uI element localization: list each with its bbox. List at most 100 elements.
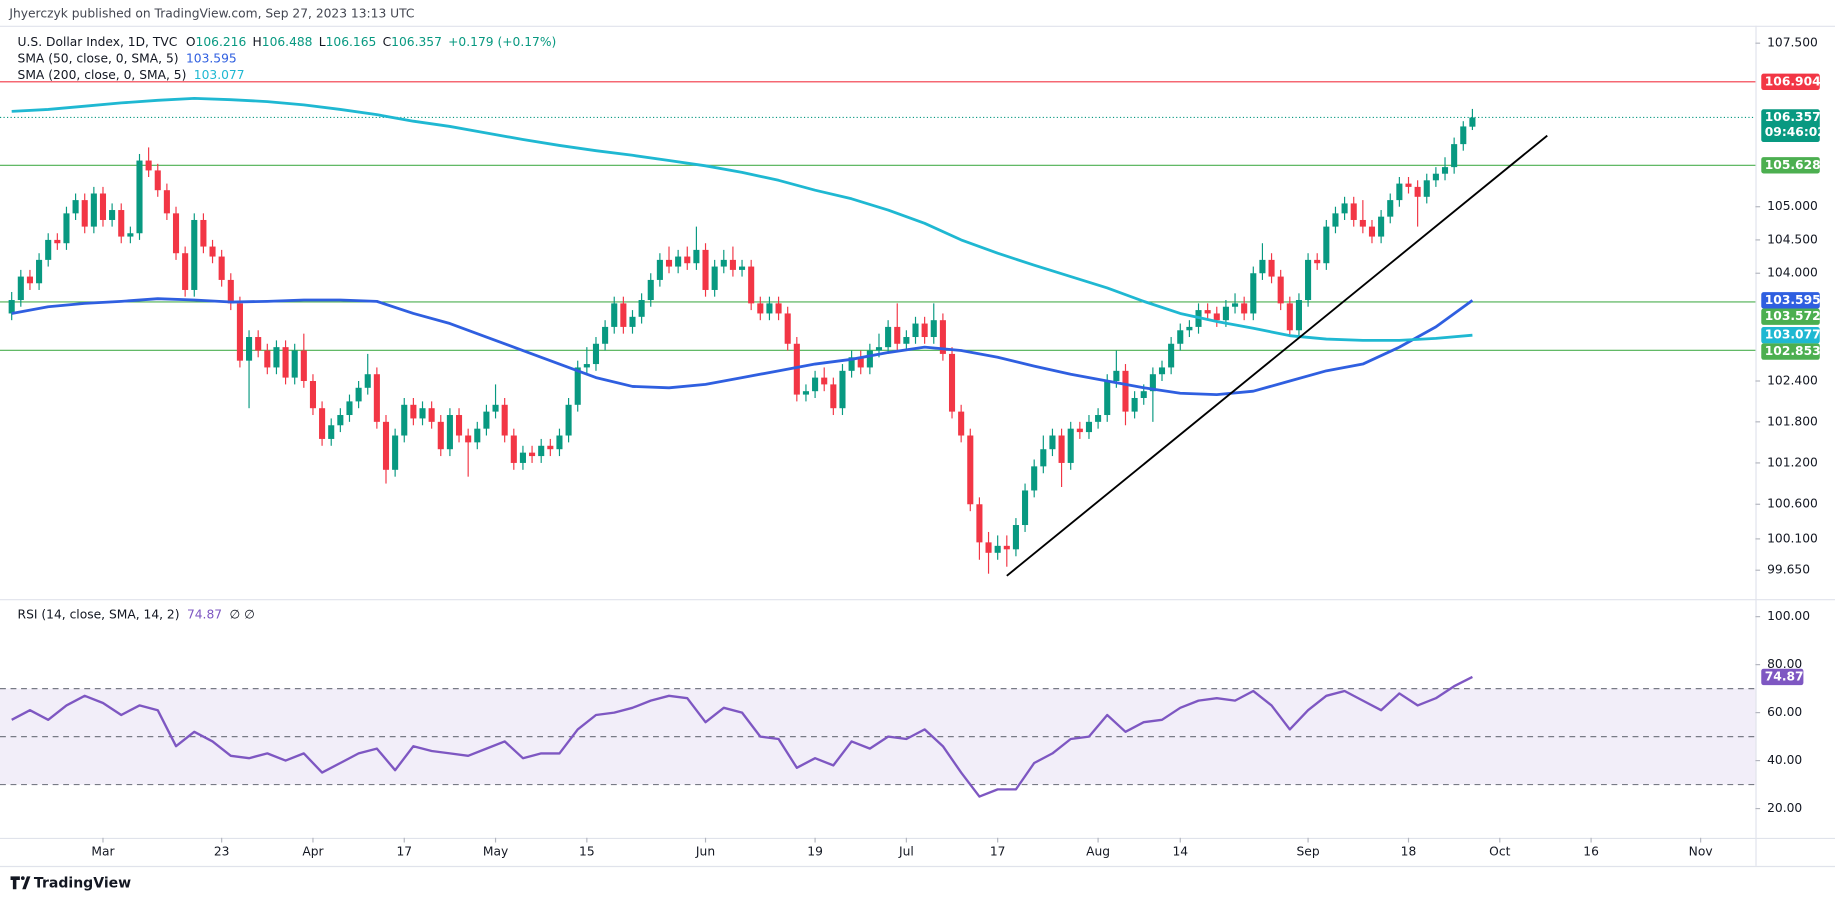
candle-body <box>1049 435 1056 450</box>
candle-body <box>958 411 965 436</box>
candle-body <box>930 320 937 338</box>
legend-name: RSI (14, close, SMA, 14, 2) <box>18 607 180 621</box>
price-label-box <box>1761 308 1820 325</box>
candle-body <box>1031 466 1038 491</box>
x-tick-label: 14 <box>1172 844 1188 858</box>
candle-body <box>54 239 61 244</box>
candle-body <box>1405 183 1412 187</box>
candle-body <box>264 350 271 368</box>
candle-body <box>1323 226 1330 264</box>
y-tick-label: 104.500 <box>1767 232 1818 246</box>
candle-body <box>684 256 691 264</box>
candle-body <box>428 408 435 422</box>
x-tick-label: Mar <box>91 844 115 858</box>
candle-body <box>802 391 809 395</box>
candle-body <box>739 266 746 270</box>
candle-body <box>319 408 326 439</box>
candle-body <box>36 259 43 284</box>
candle-body <box>474 428 481 443</box>
candle-body <box>118 210 125 237</box>
candle-body <box>1314 259 1321 264</box>
sma-line <box>11 297 1474 396</box>
candle-body <box>839 370 846 409</box>
candle-body <box>355 387 362 402</box>
candle-body <box>218 256 225 280</box>
change: +0.179 <box>448 35 493 49</box>
candle-body <box>1231 303 1239 307</box>
candle-body <box>236 303 243 361</box>
candle-body <box>629 316 636 327</box>
candle-body <box>529 452 536 457</box>
candle-body <box>1204 310 1211 314</box>
sma200-legend: SMA (200, close, 0, SMA, 5) 103.077 <box>18 67 245 81</box>
ohlc-key: H <box>253 35 262 49</box>
x-tick-label: 17 <box>990 844 1006 858</box>
candle-body <box>1040 449 1047 467</box>
candle-body <box>1451 144 1458 168</box>
candle-body <box>693 249 700 264</box>
candle-body <box>1341 203 1348 214</box>
candle-body <box>665 259 673 267</box>
candle-body <box>1113 370 1120 382</box>
candle-body <box>1222 306 1229 321</box>
candle-body <box>985 542 992 553</box>
x-tick-label: 19 <box>807 844 823 858</box>
candle-body <box>437 421 444 450</box>
candle-body <box>1140 391 1147 398</box>
candle-body <box>903 337 910 344</box>
candle-body <box>574 367 581 405</box>
candle-body <box>8 300 15 314</box>
candle-body <box>912 323 919 338</box>
candle-body <box>90 193 97 227</box>
legend-value: 103.595 <box>186 51 237 65</box>
candle-body <box>1378 216 1385 237</box>
candle-body <box>766 303 773 314</box>
candle-body <box>1003 545 1010 550</box>
ohlc-value: 106.165 <box>326 35 377 49</box>
candle-body <box>1122 370 1129 412</box>
candle-body <box>337 415 344 426</box>
candle-body <box>510 435 517 463</box>
candle-body <box>291 350 298 378</box>
candle-body <box>1305 259 1312 301</box>
candle-body <box>1149 374 1156 392</box>
candle-body <box>894 326 901 344</box>
x-tick-label: Sep <box>1297 844 1320 858</box>
candle-body <box>127 233 134 237</box>
price-label-text: 09:46:02 <box>1765 125 1826 139</box>
candle-body <box>1067 428 1074 463</box>
candle-body <box>1213 313 1220 321</box>
candle-body <box>866 350 873 368</box>
sma50-legend: SMA (50, close, 0, SMA, 5) 103.595 <box>18 51 237 65</box>
candle-body <box>556 435 563 450</box>
y-tick-label: 99.650 <box>1767 563 1810 577</box>
price-label-box <box>1761 109 1820 143</box>
candle-body <box>1268 259 1275 277</box>
candle-body <box>1012 525 1019 550</box>
rsi-label-text: 74.87 <box>1765 669 1804 683</box>
x-tick-label: 15 <box>579 844 595 858</box>
x-tick-label: Aug <box>1086 844 1110 858</box>
candle-body <box>1277 276 1284 304</box>
candle-body <box>875 347 883 351</box>
candle-body <box>583 364 590 368</box>
candle-body <box>620 303 627 327</box>
price-label-text: 106.904 <box>1765 74 1821 88</box>
legend-name: SMA (50, close, 0, SMA, 5) <box>18 51 179 65</box>
candle-body <box>1387 200 1394 217</box>
price-label-text: 103.572 <box>1765 309 1821 323</box>
candle-body <box>729 259 736 270</box>
candle-body <box>638 300 645 317</box>
candle-body <box>300 350 307 382</box>
candle-body <box>848 357 855 371</box>
bands-layer <box>0 81 1756 786</box>
candle-body <box>821 377 828 385</box>
candle-body <box>1414 186 1421 197</box>
y-tick-label: 80.00 <box>1767 657 1802 671</box>
candle-body <box>1241 303 1248 314</box>
candle-body <box>145 160 152 171</box>
legend-value: 74.87 <box>187 607 222 621</box>
y-tick-label: 100.00 <box>1767 609 1810 623</box>
